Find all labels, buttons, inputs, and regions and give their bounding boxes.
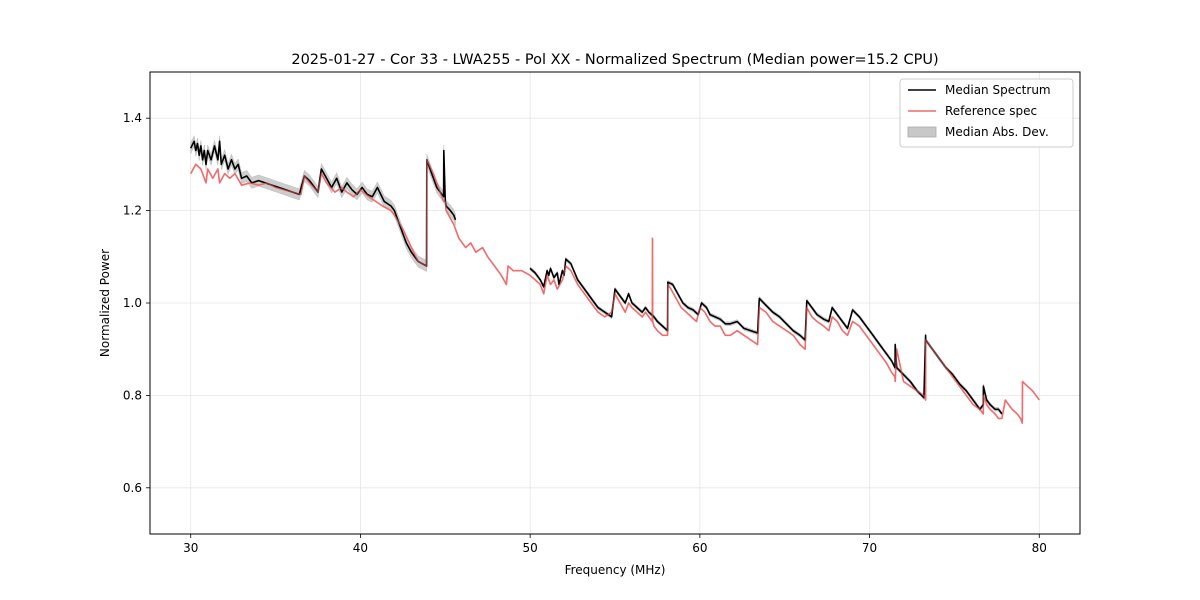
y-axis-label: Normalized Power (98, 249, 112, 357)
y-tick-label: 0.8 (123, 388, 142, 402)
x-axis-label: Frequency (MHz) (565, 563, 666, 577)
x-tick-label: 60 (692, 541, 707, 555)
legend-reference-label: Reference spec (945, 104, 1037, 118)
y-tick-label: 1.0 (123, 296, 142, 310)
legend-median-label: Median Spectrum (945, 83, 1051, 97)
y-tick-label: 0.6 (123, 481, 142, 495)
legend: Median Spectrum Reference spec Median Ab… (899, 78, 1074, 148)
reference-spec-overlay (190, 159, 1040, 424)
y-tick-label: 1.4 (123, 111, 142, 125)
mad-band (190, 135, 456, 272)
y-axis-ticks: 0.6 0.8 1.0 1.2 1.4 (123, 111, 150, 495)
legend-mad-label: Median Abs. Dev. (945, 125, 1049, 139)
x-tick-label: 70 (862, 541, 877, 555)
x-tick-label: 80 (1032, 541, 1047, 555)
x-tick-label: 50 (523, 541, 538, 555)
x-tick-label: 30 (183, 541, 198, 555)
x-tick-label: 40 (353, 541, 368, 555)
legend-mad-patch (907, 126, 937, 138)
x-axis-ticks: 30 40 50 60 70 80 (183, 534, 1047, 555)
y-tick-label: 1.2 (123, 204, 142, 218)
series-lines (189, 140, 1040, 424)
chart-title: 2025-01-27 - Cor 33 - LWA255 - Pol XX - … (291, 52, 938, 68)
legend-frame (899, 78, 1074, 148)
